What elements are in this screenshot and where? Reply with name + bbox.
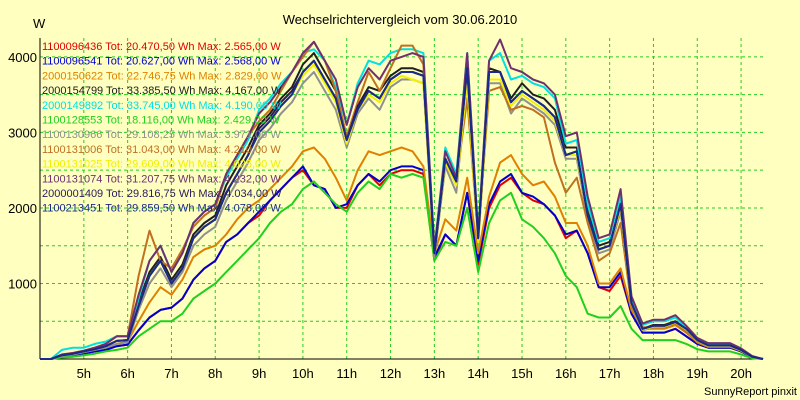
- footer-credit: SunnyReport pinxit: [704, 386, 797, 398]
- plot-background: [40, 38, 763, 359]
- x-tick-label: 12h: [380, 366, 402, 381]
- legend-entry-11: 2000001409 Tot: 29.816,75 Wh Max: 4.034,…: [42, 188, 282, 200]
- legend-entry-1: 1100096436 Tot: 20.470,50 Wh Max: 2.565,…: [42, 41, 281, 53]
- x-tick-label: 19h: [686, 366, 708, 381]
- y-tick-label: 2000: [8, 201, 37, 216]
- x-tick-label: 15h: [511, 366, 533, 381]
- x-tick-label: 17h: [599, 366, 621, 381]
- x-tick-label: 7h: [164, 366, 178, 381]
- series-line-6: [40, 173, 764, 360]
- x-tick-label: 6h: [120, 366, 134, 381]
- x-tick-label: 10h: [292, 366, 314, 381]
- plot-area: 5h 6h 7h 8h 9h 10h 11h 12h 13h 14h 15h 16h 17h 18h 19h…: [8, 38, 764, 381]
- series-line-10: [40, 38, 764, 360]
- x-tick-label: 13h: [424, 366, 446, 381]
- legend-entry-2: 1100096541 Tot: 20.627,00 Wh Max: 2.568,…: [42, 56, 281, 68]
- legend-entry-10: 1100131074 Tot: 31.207,75 Wh Max: 4.232,…: [42, 173, 281, 185]
- x-tick-label: 16h: [555, 366, 577, 381]
- legend-entry-7: 1100130966 Tot: 29.108,25 Wh Max: 3.971,…: [42, 129, 281, 141]
- series-line-12: [40, 59, 764, 360]
- y-tick-label: 3000: [8, 125, 37, 140]
- legend-entry-4: 2000154799 Tot: 33.385,50 Wh Max: 4.167,…: [42, 85, 282, 97]
- x-tick-label: 9h: [252, 366, 266, 381]
- chart-title: Wechselrichtervergleich vom 30.06.2010: [283, 12, 518, 27]
- legend-entry-12: 1100213451 Tot: 29.859,50 Wh Max: 4.078,…: [42, 203, 281, 215]
- x-tick-label: 11h: [336, 366, 357, 381]
- x-tick-label: 5h: [77, 366, 91, 381]
- y-axis-unit: W: [33, 16, 46, 31]
- x-tick-label: 20h: [730, 366, 752, 381]
- legend-entry-3: 2000150622 Tot: 22.746,75 Wh Max: 2.829,…: [42, 70, 282, 82]
- x-tick-label: 18h: [643, 366, 665, 381]
- x-tick-label: 8h: [208, 366, 222, 381]
- x-tick-label: 14h: [467, 366, 489, 381]
- legend-entry-6: 1100128553 Tot: 18.116,00 Wh Max: 2.429,…: [42, 115, 281, 127]
- y-tick-label: 1000: [8, 276, 37, 291]
- legend-entry-8: 1100131006 Tot: 31.043,00 Wh Max: 4.210,…: [42, 144, 281, 156]
- series-line-2: [40, 165, 764, 360]
- legend-entry-9: 1100131025 Tot: 29.609,00 Wh Max: 4.025,…: [42, 159, 281, 171]
- y-tick-label: 4000: [8, 50, 37, 65]
- legend-entry-5: 2000149892 Tot: 33.745,00 Wh Max: 4.190,…: [42, 100, 282, 112]
